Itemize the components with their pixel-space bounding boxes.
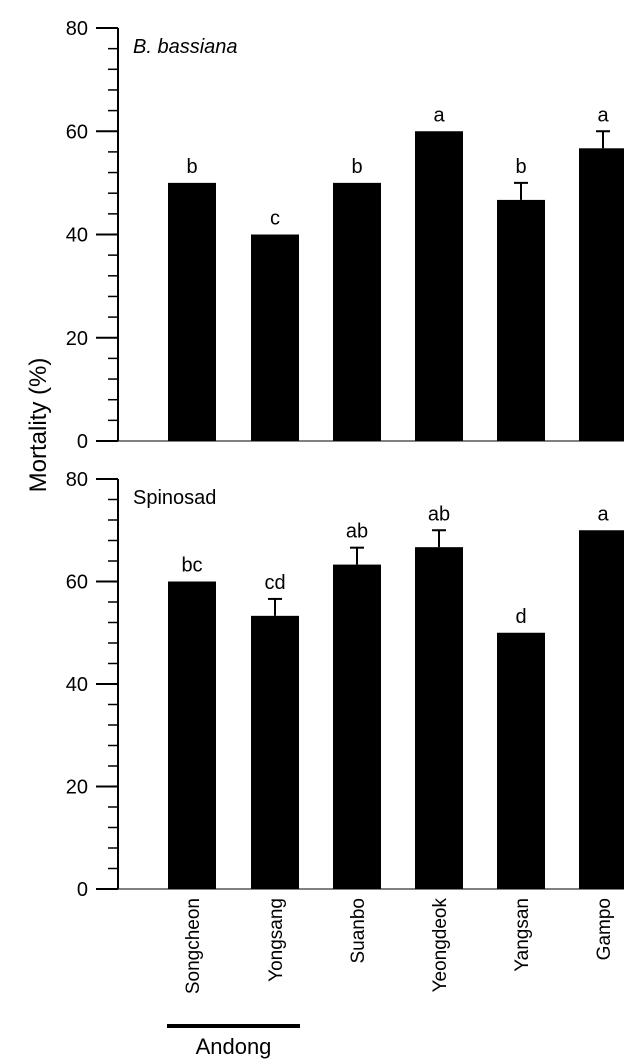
significance-letter: d	[515, 606, 526, 628]
y-tick-label: 60	[66, 572, 88, 594]
significance-letter: bc	[181, 555, 202, 577]
bar-suanbo	[333, 564, 381, 889]
bar-yeongdeok	[415, 131, 463, 441]
panel-title: B. bassiana	[133, 36, 238, 58]
bar-yangsan	[497, 199, 545, 441]
significance-letter: c	[270, 208, 280, 230]
x-tick-label: Suanbo	[348, 898, 369, 964]
significance-letter: cd	[264, 572, 285, 594]
significance-letter: a	[597, 104, 609, 126]
significance-letter: b	[351, 156, 362, 178]
bar-gampo	[579, 530, 624, 889]
bar-yangsan	[497, 632, 545, 889]
y-tick-label: 40	[66, 225, 88, 247]
y-tick-label: 20	[66, 328, 88, 350]
x-tick-label: Yongsang	[266, 898, 287, 982]
x-tick-label: Songcheon	[183, 898, 204, 994]
group-label: Andong	[196, 1034, 272, 1059]
y-axis-label: Mortality (%)	[25, 358, 52, 493]
bar-gampo	[579, 148, 624, 441]
y-tick-label: 80	[66, 469, 88, 491]
y-tick-label: 80	[66, 18, 88, 40]
y-tick-label: 20	[66, 777, 88, 799]
y-tick-label: 0	[77, 431, 88, 453]
bar-yongsang	[251, 615, 299, 889]
bar-yongsang	[251, 234, 299, 441]
bar-songcheon	[168, 581, 216, 889]
significance-letter: b	[515, 156, 526, 178]
significance-letter: a	[597, 503, 609, 525]
x-tick-label: Yeongdeok	[430, 898, 451, 993]
panel-2: 0 20 40 60 80 Spinosad bc cd ab ab d a	[66, 469, 624, 901]
significance-letter: ab	[346, 521, 368, 543]
panel-title: Spinosad	[133, 487, 216, 509]
y-tick-label: 0	[77, 879, 88, 901]
bar-suanbo	[333, 182, 381, 441]
y-tick-label: 60	[66, 121, 88, 143]
significance-letter: a	[433, 104, 445, 126]
significance-letter: ab	[428, 503, 450, 525]
bar-songcheon	[168, 182, 216, 441]
x-tick-label: Yangsan	[512, 898, 533, 972]
significance-letter: b	[186, 156, 197, 178]
panel-1: 0 20 40 60 80 B. bassiana b c b a b a	[66, 18, 624, 453]
x-tick-label: Gampo	[594, 898, 615, 960]
y-tick-label: 40	[66, 674, 88, 696]
bar-yeongdeok	[415, 547, 463, 889]
